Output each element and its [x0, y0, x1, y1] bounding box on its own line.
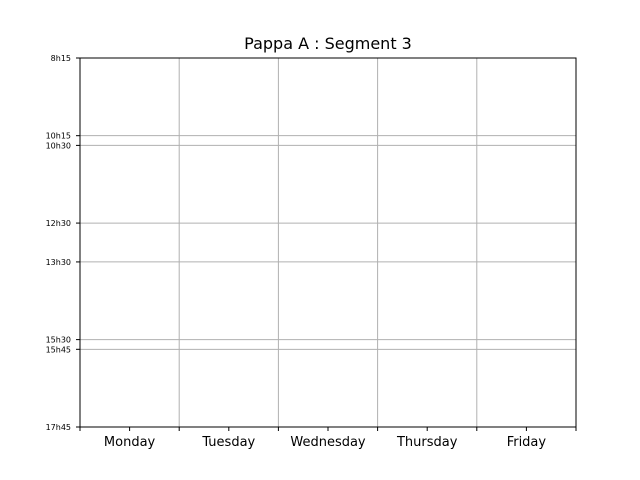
y-tick-label: 15h45: [46, 345, 71, 354]
day-label-monday: Monday: [104, 435, 156, 450]
grid-lines: [80, 57, 576, 428]
day-label-thursday: Thursday: [396, 435, 458, 450]
y-tick-label: 17h45: [46, 423, 71, 432]
y-tick-label: 10h30: [46, 141, 71, 150]
y-tick-label: 13h30: [46, 258, 71, 267]
day-label-friday: Friday: [507, 435, 547, 450]
chart-title: Pappa A : Segment 3: [244, 34, 412, 53]
y-tick-label: 8h15: [51, 54, 71, 63]
axis-ticks: [76, 57, 577, 431]
y-tick-label: 12h30: [46, 219, 71, 228]
day-label-wednesday: Wednesday: [290, 435, 366, 450]
y-tick-label: 10h15: [46, 132, 71, 141]
y-tick-label: 15h30: [46, 336, 71, 345]
plot-area-frame: [79, 57, 577, 428]
day-label-tuesday: Tuesday: [201, 435, 255, 450]
